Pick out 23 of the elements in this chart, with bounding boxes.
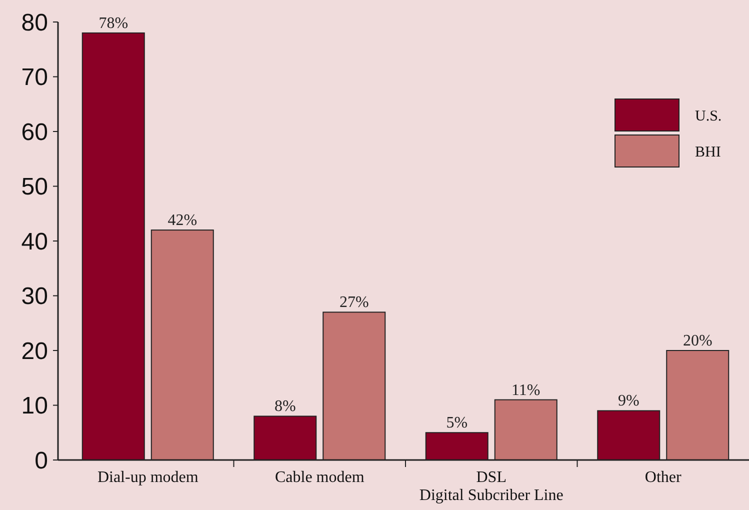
legend-label: BHI bbox=[695, 144, 721, 160]
x-tick-label: DSL Digital Subcriber Line bbox=[419, 469, 564, 504]
data-label: 8% bbox=[274, 398, 296, 416]
y-tick-label: 60 bbox=[21, 118, 48, 146]
x-tick-label: Other bbox=[644, 469, 682, 486]
x-tick-label: Cable modem bbox=[274, 469, 365, 486]
data-label: 78% bbox=[98, 14, 128, 32]
y-tick-label: 50 bbox=[21, 174, 48, 201]
data-label: 20% bbox=[682, 332, 712, 350]
data-label: 27% bbox=[339, 294, 369, 312]
legend-label: U.S. bbox=[695, 108, 722, 124]
y-tick-label: 70 bbox=[21, 64, 48, 92]
y-tick-label: 40 bbox=[21, 228, 48, 256]
x-tick-label: Dial-up modem bbox=[97, 469, 199, 486]
y-tick-label: 80 bbox=[21, 9, 48, 36]
data-label: 11% bbox=[512, 382, 540, 399]
y-tick-label: 20 bbox=[21, 338, 48, 365]
data-label: 9% bbox=[618, 392, 640, 410]
y-tick-label: 30 bbox=[21, 283, 48, 310]
y-tick-label: 0 bbox=[34, 447, 48, 474]
y-tick-label: 10 bbox=[21, 392, 48, 420]
data-label: 42% bbox=[168, 212, 198, 230]
data-label: 5% bbox=[446, 414, 468, 432]
